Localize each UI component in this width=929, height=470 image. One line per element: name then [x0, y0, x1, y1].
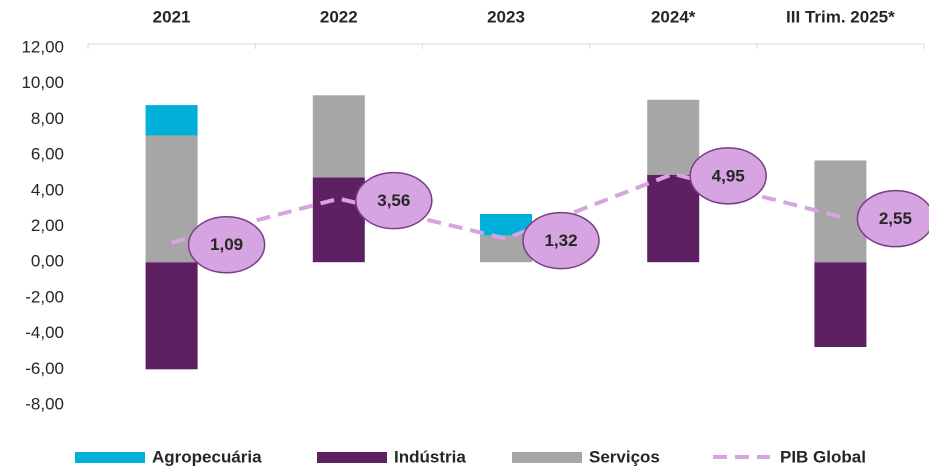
y-tick-label: -8,00 [25, 394, 64, 413]
y-tick-label: 6,00 [31, 145, 64, 164]
data-label: 1,32 [544, 231, 577, 250]
bar [480, 214, 532, 236]
legend-swatch [75, 452, 145, 463]
data-label-bubble [856, 189, 929, 248]
bar [647, 174, 700, 263]
data-label-bubble [355, 171, 433, 230]
legend-label: PIB Global [780, 447, 866, 466]
legend-label: Indústria [394, 447, 466, 466]
data-label-bubble [522, 211, 600, 270]
bar [312, 95, 365, 178]
y-tick-label: 10,00 [21, 73, 64, 92]
x-tick-label: III Trim. 2025* [786, 7, 895, 26]
y-tick-label: 4,00 [31, 180, 64, 199]
legend-label: Serviços [589, 447, 660, 466]
y-tick-label: 12,00 [21, 37, 64, 56]
data-label-bubble [187, 215, 266, 274]
data-label: 3,56 [377, 191, 410, 210]
y-tick-label: -4,00 [25, 323, 64, 342]
bar [312, 177, 365, 263]
y-tick-label: 2,00 [31, 216, 64, 235]
bar [814, 160, 867, 263]
x-tick-label: 2021 [153, 7, 191, 26]
legend-swatch [317, 452, 387, 463]
x-tick-label: 2024* [651, 7, 696, 26]
bar [814, 262, 867, 347]
data-label: 2,55 [879, 209, 912, 228]
bar [647, 99, 700, 175]
data-label: 1,09 [210, 235, 243, 254]
y-tick-label: 0,00 [31, 252, 64, 271]
legend-label: Agropecuária [152, 447, 262, 466]
y-tick-label: 8,00 [31, 109, 64, 128]
data-label-bubble [689, 147, 767, 205]
bar [145, 262, 198, 370]
x-tick-label: 2023 [487, 7, 525, 26]
y-tick-label: -6,00 [25, 359, 64, 378]
bar [145, 105, 198, 136]
data-label: 4,95 [712, 166, 745, 185]
y-tick-label: -2,00 [25, 287, 64, 306]
x-tick-label: 2022 [320, 7, 358, 26]
legend-swatch [512, 452, 582, 463]
